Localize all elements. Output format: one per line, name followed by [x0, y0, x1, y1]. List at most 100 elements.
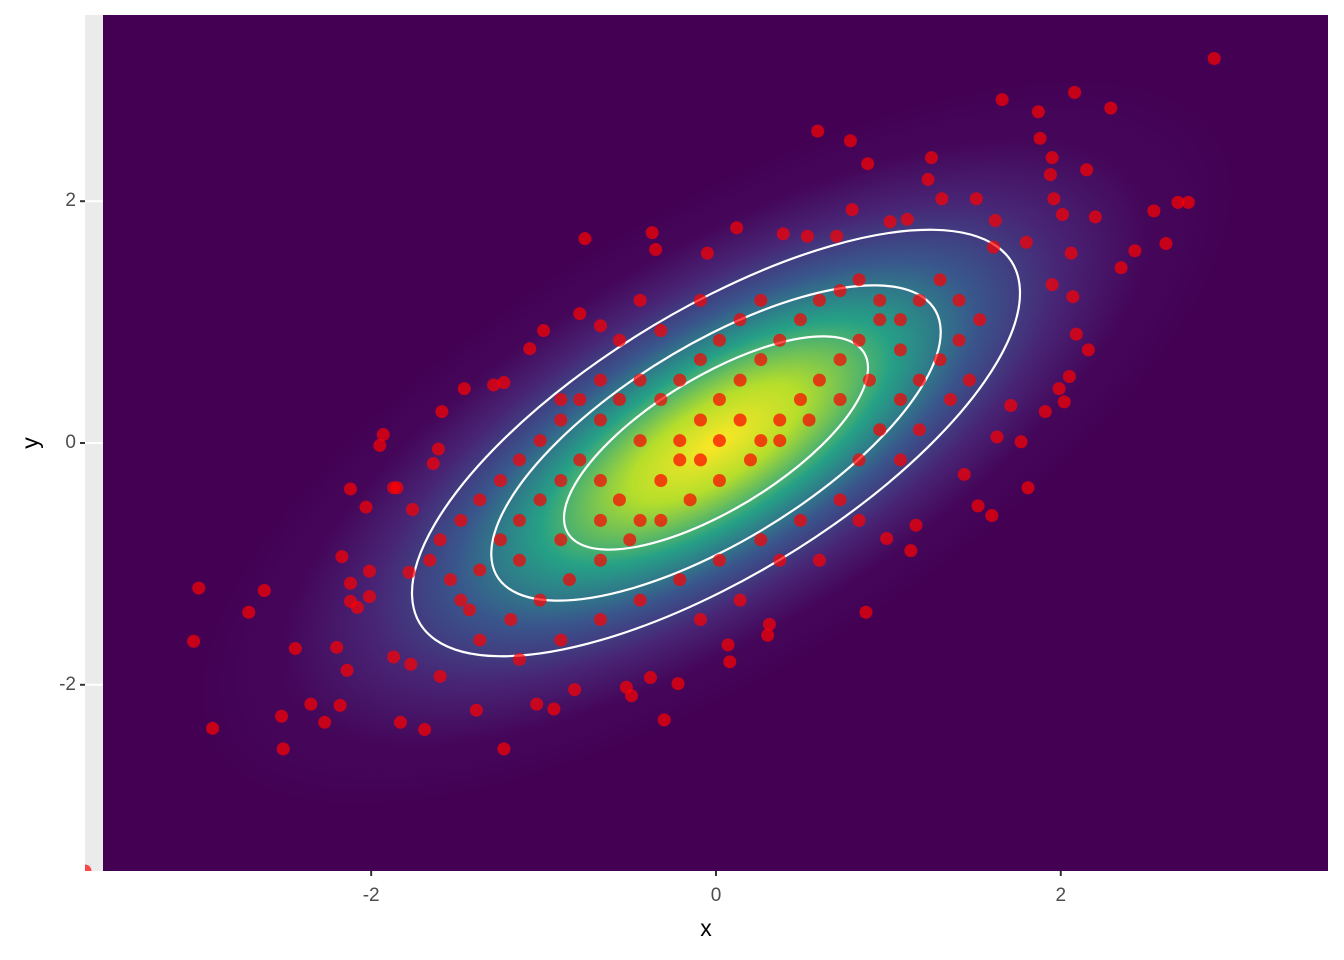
- point: [683, 493, 697, 507]
- point: [880, 532, 894, 546]
- point: [318, 715, 332, 729]
- point: [773, 333, 787, 347]
- point: [1081, 343, 1095, 357]
- point: [776, 227, 790, 241]
- point: [1004, 399, 1018, 413]
- point: [654, 473, 668, 487]
- point: [1068, 85, 1082, 99]
- point: [462, 603, 476, 617]
- point: [730, 221, 744, 235]
- point: [1057, 395, 1071, 409]
- point: [512, 453, 526, 467]
- point: [493, 533, 507, 547]
- point: [859, 605, 873, 619]
- point: [257, 584, 271, 598]
- point: [912, 423, 926, 437]
- point: [969, 192, 983, 206]
- point: [1038, 405, 1052, 419]
- point: [578, 232, 592, 246]
- point: [1021, 481, 1035, 495]
- point: [537, 324, 551, 338]
- point: [487, 378, 501, 392]
- point: [1069, 327, 1083, 341]
- point: [912, 373, 926, 387]
- point: [843, 134, 857, 148]
- point: [671, 677, 685, 691]
- point: [593, 613, 607, 627]
- point: [833, 493, 847, 507]
- point: [833, 353, 847, 367]
- points: [85, 52, 1221, 871]
- point: [893, 392, 907, 406]
- point: [1062, 370, 1076, 384]
- point: [800, 229, 814, 243]
- point: [904, 544, 918, 558]
- point: [593, 473, 607, 487]
- point: [1080, 163, 1094, 177]
- point: [912, 293, 926, 307]
- point: [1056, 207, 1070, 221]
- point: [712, 434, 726, 448]
- point: [573, 453, 587, 467]
- point: [649, 243, 663, 257]
- point: [654, 513, 668, 527]
- point: [418, 723, 432, 737]
- point: [1047, 192, 1061, 206]
- point: [633, 513, 647, 527]
- point: [340, 663, 354, 677]
- point: [1159, 237, 1173, 251]
- point: [593, 413, 607, 427]
- y-tick-label: 2: [65, 190, 76, 211]
- point: [288, 642, 302, 656]
- point: [1043, 168, 1057, 182]
- point: [1114, 261, 1128, 275]
- point: [497, 742, 511, 756]
- point: [387, 650, 401, 664]
- point: [893, 313, 907, 327]
- point: [773, 434, 787, 448]
- point: [893, 343, 907, 357]
- point: [573, 392, 587, 406]
- point: [935, 192, 949, 206]
- point: [533, 493, 547, 507]
- point: [469, 703, 483, 717]
- point: [712, 473, 726, 487]
- point: [533, 434, 547, 448]
- point: [593, 373, 607, 387]
- point: [693, 453, 707, 467]
- point: [700, 246, 714, 260]
- point: [924, 151, 938, 165]
- point: [793, 313, 807, 327]
- x-tick-label: 2: [1055, 885, 1066, 906]
- point: [643, 671, 657, 685]
- point: [933, 273, 947, 287]
- point: [673, 373, 687, 387]
- point: [811, 124, 825, 138]
- point: [275, 709, 289, 723]
- point: [712, 392, 726, 406]
- point: [762, 617, 776, 631]
- x-axis-title: x: [700, 915, 712, 941]
- point: [712, 553, 726, 567]
- point: [533, 593, 547, 607]
- point: [350, 600, 364, 614]
- point: [554, 533, 568, 547]
- point: [654, 324, 668, 338]
- point: [754, 293, 768, 307]
- point: [1171, 195, 1185, 209]
- point: [435, 405, 449, 419]
- point: [192, 581, 206, 595]
- point: [1128, 244, 1142, 258]
- point: [1147, 204, 1161, 218]
- point: [404, 657, 418, 671]
- point: [1064, 246, 1078, 260]
- point: [547, 702, 561, 716]
- point: [304, 697, 318, 711]
- point: [1207, 52, 1221, 66]
- axes: -2 0 2 -2 0 2: [59, 190, 1066, 906]
- point: [1066, 290, 1080, 304]
- point: [633, 593, 647, 607]
- point: [276, 742, 290, 756]
- point: [454, 593, 468, 607]
- point: [473, 633, 487, 647]
